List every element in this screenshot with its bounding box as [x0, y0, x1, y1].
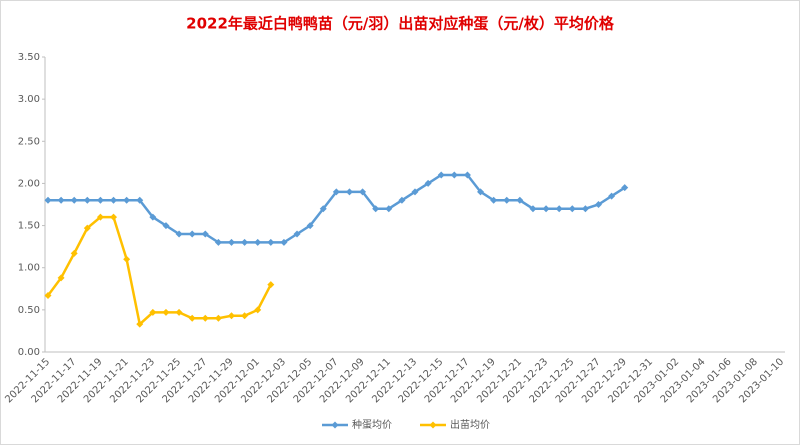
point: [162, 222, 170, 230]
point: [175, 230, 183, 238]
y-tick-label: 2.50: [18, 136, 40, 147]
point: [280, 238, 288, 246]
point: [621, 184, 629, 192]
point: [136, 320, 144, 328]
point: [175, 308, 183, 316]
point: [83, 196, 91, 204]
point: [595, 201, 602, 208]
point: [463, 171, 471, 179]
point: [83, 224, 91, 232]
point: [149, 308, 157, 316]
point: [123, 255, 131, 263]
point: [254, 238, 262, 246]
point: [123, 196, 131, 204]
point: [136, 196, 144, 204]
legend-label: 出苗均价: [450, 418, 490, 431]
point: [57, 274, 65, 282]
y-tick-label: 1.00: [18, 263, 40, 274]
point: [201, 230, 209, 238]
point: [608, 192, 616, 200]
point: [241, 238, 249, 246]
point: [332, 188, 340, 196]
y-tick-label: 0.00: [18, 347, 40, 358]
point: [542, 205, 550, 213]
legend-label: 种蛋均价: [352, 418, 392, 431]
point: [57, 196, 65, 204]
point: [44, 292, 52, 300]
point: [162, 308, 170, 316]
point: [110, 213, 118, 221]
chart-title: 2022年最近白鸭鸭苗（元/羽）出苗对应种蛋（元/枚）平均价格: [186, 15, 615, 33]
point: [201, 314, 209, 322]
y-tick-label: 3.00: [18, 94, 40, 105]
point: [228, 238, 235, 246]
legend-marker: [429, 421, 437, 429]
y-tick-label: 1.50: [18, 221, 40, 232]
point: [437, 171, 445, 179]
point: [188, 230, 196, 238]
point: [214, 314, 222, 322]
point: [477, 188, 485, 196]
point: [188, 314, 196, 322]
point: [267, 281, 275, 289]
point: [241, 312, 249, 320]
point: [398, 196, 406, 204]
y-tick-label: 3.50: [18, 52, 40, 63]
point: [411, 188, 419, 196]
point: [529, 205, 537, 213]
point: [359, 188, 367, 196]
point: [70, 196, 78, 204]
point: [490, 196, 498, 204]
legend-marker: [331, 421, 339, 429]
point: [96, 213, 104, 221]
point: [293, 230, 301, 238]
point: [70, 249, 78, 257]
point: [372, 205, 380, 213]
point: [254, 306, 262, 314]
point: [581, 205, 589, 213]
point: [424, 179, 432, 187]
point: [110, 196, 118, 204]
point: [503, 196, 511, 204]
point: [149, 213, 157, 221]
point: [568, 205, 576, 213]
point: [385, 205, 393, 213]
point: [306, 222, 314, 230]
point: [516, 196, 524, 204]
point: [228, 312, 235, 320]
point: [345, 188, 353, 196]
point: [214, 238, 222, 246]
point: [555, 205, 563, 213]
point: [96, 196, 104, 204]
y-tick-label: 0.50: [18, 305, 40, 316]
point: [44, 196, 52, 204]
point: [319, 205, 327, 213]
point: [450, 171, 458, 179]
y-tick-label: 2.00: [18, 178, 40, 189]
point: [267, 238, 275, 246]
